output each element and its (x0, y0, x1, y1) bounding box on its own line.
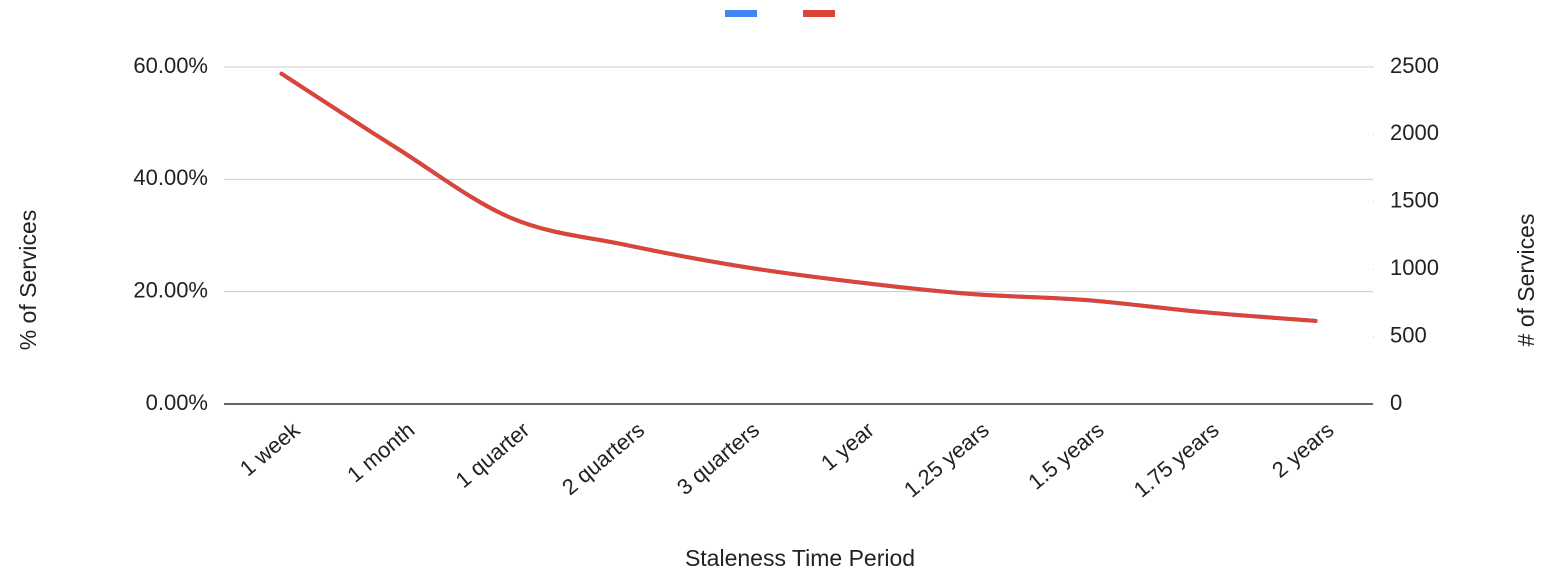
legend-swatch (725, 10, 757, 17)
y-tick-label: 20.00% (133, 277, 208, 302)
y-tick-label: 0.00% (146, 390, 208, 415)
x-tick-label: 2 years (1267, 417, 1338, 483)
x-tick-label: 3 quarters (672, 417, 764, 500)
x-tick-label: 1 year (816, 417, 879, 475)
x-tick-label: 1 month (342, 417, 419, 487)
x-tick-label: 1.75 years (1129, 417, 1224, 502)
y2-tick-label: 1500 (1390, 188, 1439, 213)
legend-swatch (803, 10, 835, 17)
x-tick-label: 1 quarter (451, 417, 535, 493)
line (279, 71, 1318, 323)
y-tick-label: 60.00% (133, 53, 208, 78)
y2-tick-label: 500 (1390, 322, 1427, 347)
y2-tick-label: 1000 (1390, 255, 1439, 280)
line (279, 71, 1318, 323)
y-axis-title: % of Services (15, 210, 41, 351)
x-tick-label: 1 week (235, 416, 305, 481)
x-tick-label: 2 quarters (557, 417, 649, 500)
x-axis-title: Staleness Time Period (685, 545, 915, 571)
y2-axis-title: # of Services (1513, 214, 1539, 347)
y2-tick-label: 2500 (1390, 53, 1439, 78)
y2-tick-label: 0 (1390, 390, 1402, 415)
x-tick-label: 1.25 years (899, 417, 994, 502)
y2-tick-label: 2000 (1390, 120, 1439, 145)
y-tick-label: 40.00% (133, 165, 208, 190)
x-tick-label: 1.5 years (1023, 417, 1108, 494)
